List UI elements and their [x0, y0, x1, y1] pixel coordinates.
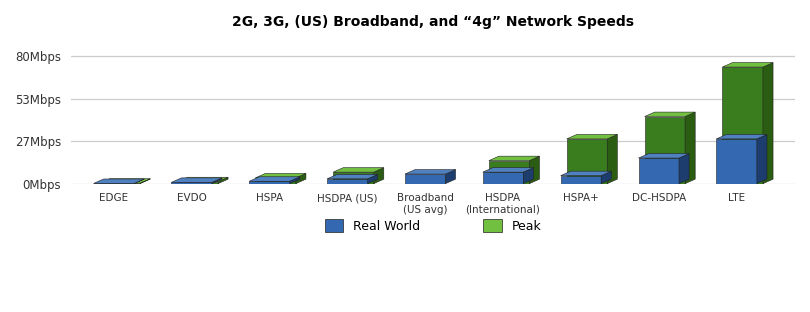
- Polygon shape: [685, 112, 695, 184]
- Polygon shape: [373, 168, 384, 184]
- Polygon shape: [716, 139, 757, 184]
- Polygon shape: [645, 112, 695, 117]
- Polygon shape: [100, 179, 150, 183]
- Polygon shape: [255, 173, 306, 178]
- Polygon shape: [679, 154, 689, 184]
- Polygon shape: [177, 177, 228, 182]
- Polygon shape: [172, 178, 222, 182]
- Legend: Real World, Peak: Real World, Peak: [320, 214, 547, 238]
- Polygon shape: [763, 63, 773, 184]
- Polygon shape: [483, 172, 523, 184]
- Polygon shape: [255, 178, 296, 184]
- Polygon shape: [716, 134, 767, 139]
- Polygon shape: [638, 158, 679, 184]
- Polygon shape: [645, 117, 685, 184]
- Polygon shape: [530, 156, 539, 184]
- Polygon shape: [368, 174, 377, 184]
- Polygon shape: [333, 168, 384, 172]
- Polygon shape: [561, 176, 601, 184]
- Polygon shape: [249, 181, 290, 184]
- Polygon shape: [601, 171, 612, 184]
- Polygon shape: [757, 134, 767, 184]
- Polygon shape: [446, 170, 455, 184]
- Polygon shape: [523, 168, 534, 184]
- Polygon shape: [567, 134, 617, 139]
- Polygon shape: [134, 179, 144, 184]
- Polygon shape: [218, 177, 228, 184]
- Polygon shape: [405, 170, 455, 174]
- Polygon shape: [723, 63, 773, 67]
- Polygon shape: [723, 67, 763, 184]
- Polygon shape: [567, 139, 608, 184]
- Polygon shape: [638, 154, 689, 158]
- Polygon shape: [483, 168, 534, 172]
- Polygon shape: [327, 174, 377, 179]
- Polygon shape: [327, 179, 368, 184]
- Polygon shape: [405, 174, 446, 184]
- Polygon shape: [100, 183, 140, 184]
- Polygon shape: [172, 182, 212, 184]
- Polygon shape: [489, 156, 539, 161]
- Polygon shape: [296, 173, 306, 184]
- Polygon shape: [333, 172, 373, 184]
- Polygon shape: [140, 179, 150, 184]
- Polygon shape: [608, 134, 617, 184]
- Polygon shape: [290, 177, 300, 184]
- Polygon shape: [177, 182, 218, 184]
- Polygon shape: [249, 177, 300, 181]
- Polygon shape: [212, 178, 222, 184]
- Title: 2G, 3G, (US) Broadband, and “4g” Network Speeds: 2G, 3G, (US) Broadband, and “4g” Network…: [232, 15, 634, 29]
- Polygon shape: [93, 179, 144, 183]
- Polygon shape: [489, 161, 530, 184]
- Polygon shape: [561, 171, 612, 176]
